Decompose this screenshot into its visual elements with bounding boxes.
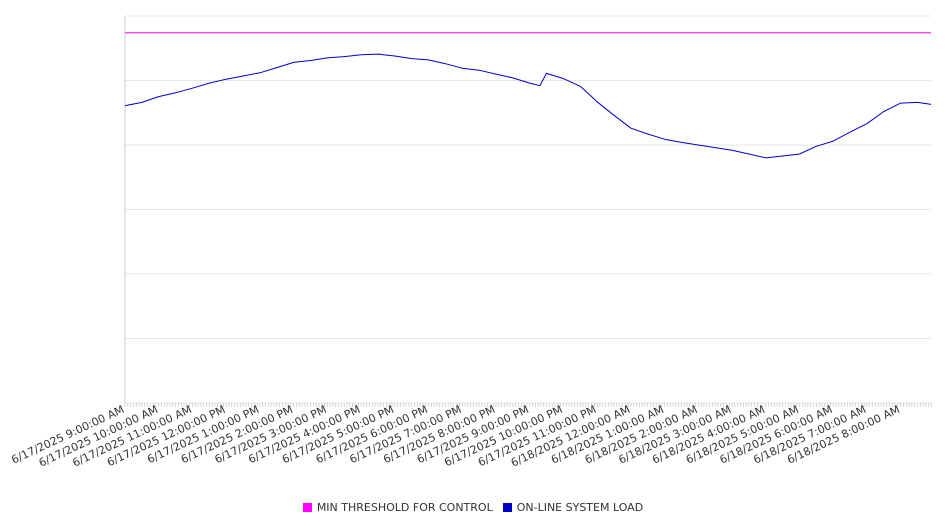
legend-item-system-load[interactable]: ON-LINE SYSTEM LOAD (502, 500, 644, 514)
x-axis-tick-labels: 6/17/2025 9:00:00 AM6/17/2025 10:00:00 A… (9, 403, 901, 470)
series-line-system-load (124, 53, 932, 159)
grid-lines (125, 15, 931, 404)
x-axis-ticks (124, 403, 932, 407)
legend-label-min-threshold: MIN THRESHOLD FOR CONTROL (316, 500, 493, 514)
legend: MIN THRESHOLD FOR CONTROL ON-LINE SYSTEM… (0, 499, 946, 515)
legend-swatch-min-threshold (302, 502, 312, 512)
legend-label-system-load: ON-LINE SYSTEM LOAD (516, 500, 644, 514)
legend-item-min-threshold[interactable]: MIN THRESHOLD FOR CONTROL (302, 500, 493, 514)
series-group (124, 32, 932, 159)
legend-swatch-system-load (502, 502, 512, 512)
